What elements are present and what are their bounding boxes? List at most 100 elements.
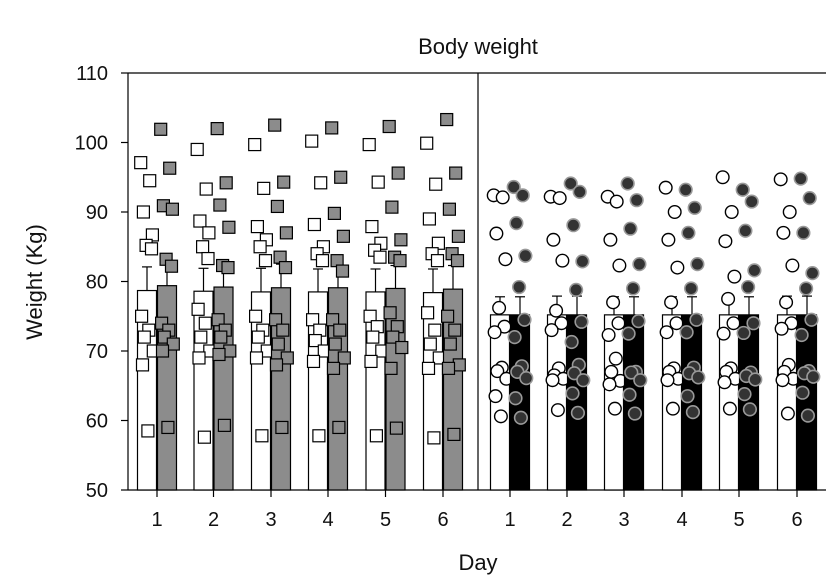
- data-point: [544, 323, 559, 338]
- data-point: [430, 254, 445, 268]
- data-point: [451, 229, 465, 243]
- data-point: [680, 389, 695, 404]
- data-point: [621, 326, 636, 341]
- data-point: [800, 408, 816, 423]
- data-point: [660, 373, 675, 388]
- data-point: [782, 204, 797, 219]
- data-point: [394, 233, 408, 247]
- data-point: [517, 312, 532, 327]
- data-point: [135, 358, 150, 372]
- data-point: [802, 191, 817, 206]
- data-point: [804, 312, 819, 327]
- data-point: [717, 375, 732, 390]
- data-point: [382, 119, 396, 134]
- data-point: [212, 347, 226, 362]
- data-point: [515, 188, 530, 203]
- data-point: [214, 330, 228, 344]
- data-point: [366, 330, 380, 344]
- data-point: [135, 309, 149, 323]
- data-point: [735, 182, 750, 197]
- data-point: [332, 420, 346, 435]
- data-point: [576, 373, 591, 388]
- data-point: [306, 354, 321, 369]
- data-point: [498, 252, 513, 267]
- data-point: [385, 200, 399, 214]
- data-point: [806, 369, 821, 384]
- data-point: [210, 121, 224, 136]
- data-point: [161, 420, 175, 435]
- data-point: [250, 219, 264, 234]
- data-point: [632, 257, 647, 272]
- data-point: [603, 232, 618, 247]
- data-point: [683, 281, 699, 296]
- data-point: [488, 389, 503, 404]
- data-point: [386, 330, 400, 344]
- data-point: [137, 330, 151, 344]
- data-point: [780, 406, 795, 421]
- data-point: [726, 316, 741, 331]
- data-point: [747, 263, 762, 278]
- data-point: [423, 337, 437, 351]
- data-point: [141, 424, 155, 438]
- data-point: [364, 354, 378, 369]
- x-tick-label: 4: [322, 509, 333, 531]
- data-point: [622, 387, 637, 402]
- data-point: [624, 365, 639, 380]
- data-point: [608, 351, 623, 366]
- data-point: [258, 254, 273, 268]
- data-point: [305, 134, 319, 148]
- data-point: [194, 330, 208, 344]
- data-point: [715, 170, 730, 185]
- x-tick-label: 6: [437, 509, 448, 531]
- data-point: [565, 386, 580, 401]
- bar: [623, 314, 645, 491]
- data-point: [658, 180, 673, 195]
- data-point: [314, 176, 328, 190]
- data-point: [221, 261, 235, 275]
- data-point: [428, 323, 442, 337]
- x-tick-label: 3: [265, 509, 276, 531]
- data-point: [602, 377, 617, 392]
- data-point: [165, 202, 179, 216]
- x-tick-label: 5: [380, 509, 391, 531]
- data-point: [629, 193, 644, 208]
- data-point: [201, 251, 215, 266]
- x-tick-label: 1: [504, 509, 515, 531]
- data-point: [550, 403, 565, 418]
- data-point: [774, 321, 789, 336]
- y-tick-label: 90: [86, 202, 108, 224]
- data-point: [744, 194, 759, 209]
- data-point: [276, 323, 290, 337]
- data-point: [371, 175, 385, 189]
- y-tick-label: 70: [86, 341, 108, 363]
- data-point: [509, 216, 524, 231]
- data-point: [327, 206, 341, 220]
- data-point: [620, 176, 635, 191]
- data-point: [609, 194, 624, 209]
- data-point: [793, 171, 808, 186]
- data-point: [779, 295, 794, 310]
- data-point: [270, 199, 284, 214]
- data-point: [326, 361, 341, 375]
- data-point: [748, 372, 763, 387]
- data-point: [336, 229, 350, 243]
- data-point: [661, 232, 676, 247]
- data-point: [607, 401, 622, 416]
- data-point: [611, 316, 626, 331]
- chart-title: Body weight: [418, 34, 538, 59]
- data-point: [545, 373, 560, 388]
- data-point: [325, 121, 339, 135]
- bar: [422, 292, 444, 491]
- data-point: [279, 226, 293, 240]
- data-point: [722, 401, 737, 416]
- y-tick-label: 60: [86, 411, 108, 433]
- data-point: [681, 225, 696, 240]
- bar: [776, 314, 798, 491]
- data-point: [391, 166, 405, 180]
- data-point: [154, 122, 168, 136]
- data-point: [196, 240, 210, 254]
- data-point: [727, 269, 742, 284]
- data-point: [796, 225, 811, 240]
- data-point: [269, 358, 284, 372]
